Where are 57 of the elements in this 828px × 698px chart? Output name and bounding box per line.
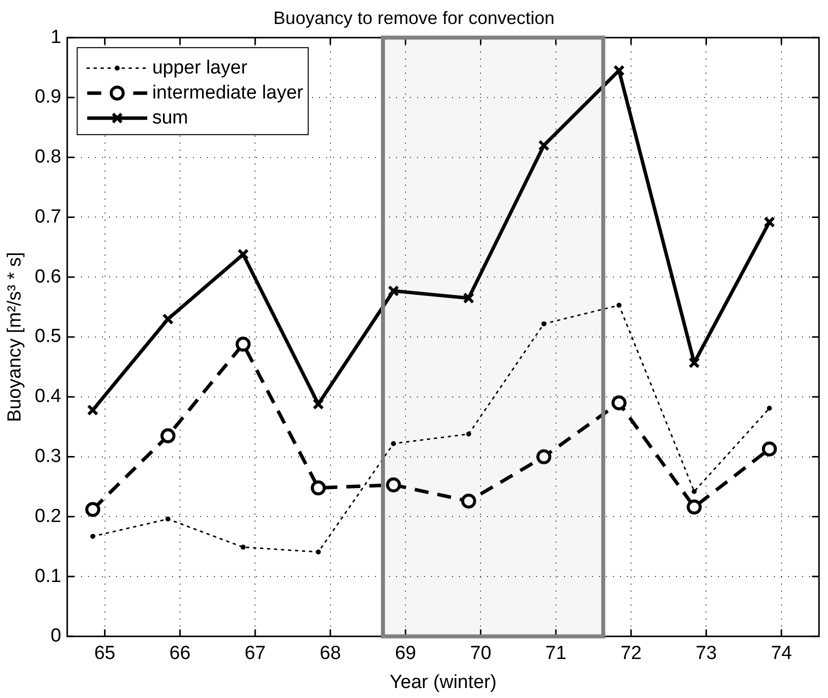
y-tick-label: 0 [50,626,62,647]
y-tick-label: 0.1 [34,566,62,587]
y-tick-label: 0.2 [34,506,62,527]
point [616,302,622,308]
y-axis-title: Buoyancy [m²/s³ * s] [4,252,26,422]
point [612,395,627,410]
point [688,357,700,368]
point [165,516,170,522]
y-tick-label: 1 [50,26,62,48]
point [240,544,246,550]
point [692,488,697,494]
point [312,398,324,410]
y-tick-label: 0.7 [34,206,62,228]
x-tick-label: 66 [169,643,191,664]
point [613,64,625,76]
x-tick-label: 73 [696,643,717,664]
point [90,534,96,539]
y-tick-label: 0.3 [34,446,62,467]
x-tick-label: 65 [94,643,116,664]
point [461,494,476,509]
point [762,441,777,456]
point [388,285,400,297]
x-tick-label: 67 [244,643,266,664]
point [686,500,702,515]
x-tick-label: 74 [770,643,792,664]
x-tick-label: 69 [394,643,416,664]
x-axis-title: Year (winter) [390,672,497,693]
point [541,321,546,326]
y-tick-label: 0.9 [34,86,62,108]
y-tick-label: 0.8 [34,146,62,168]
x-tick-label: 70 [470,643,492,664]
x-tick-label: 71 [545,643,566,664]
point [236,336,251,352]
legend-label: intermediate layer [152,82,304,104]
point [237,248,249,260]
point [764,216,776,228]
point [536,449,552,464]
chart-title: Buoyancy to remove for convection [273,8,555,28]
point [160,428,176,444]
x-tick-label: 68 [320,643,341,664]
point [462,292,474,304]
point [466,432,472,437]
y-tick-label: 0.5 [34,326,62,348]
point [766,406,772,411]
point [162,313,174,325]
point [310,480,326,496]
point [390,441,396,446]
point [85,502,100,517]
point [538,140,550,152]
legend-label: sum [152,107,188,128]
legend-label: upper layer [152,57,248,78]
point [386,477,401,492]
point [87,404,99,416]
y-tick-label: 0.4 [34,386,62,408]
y-tick-label: 0.6 [34,266,62,288]
point [316,549,321,554]
x-tick-label: 72 [620,643,642,664]
